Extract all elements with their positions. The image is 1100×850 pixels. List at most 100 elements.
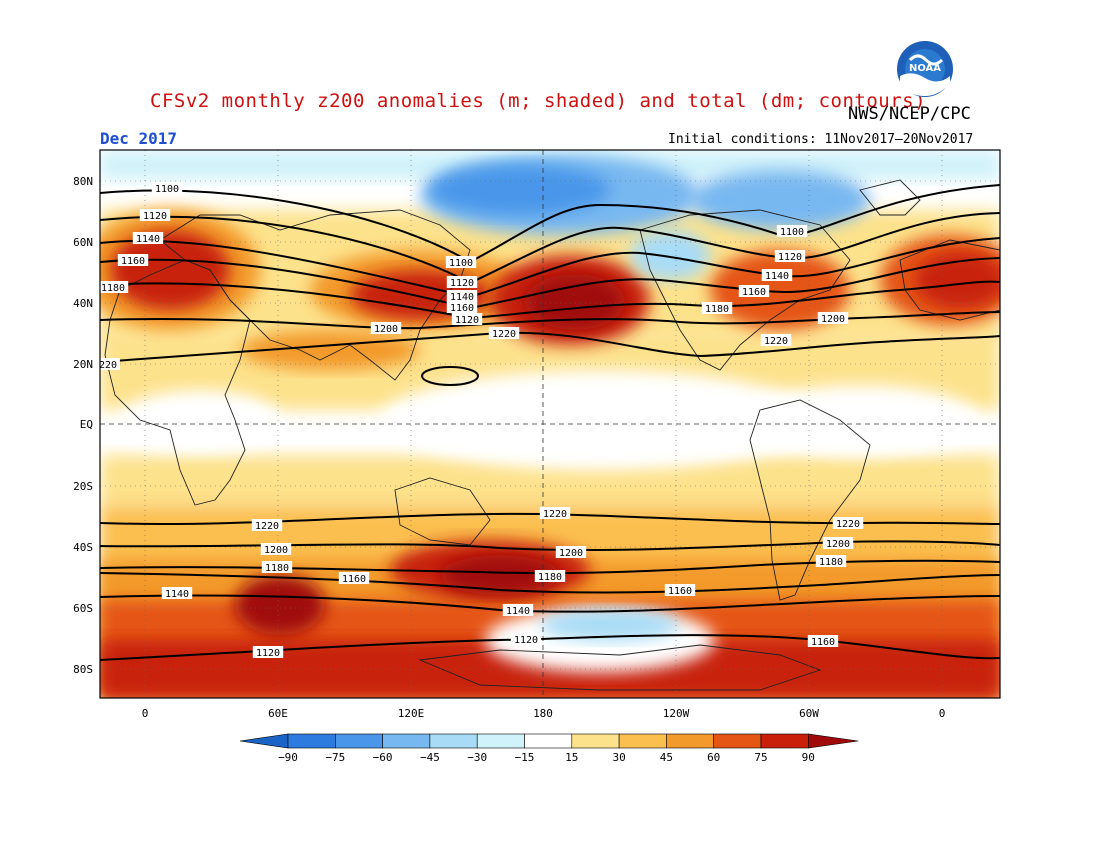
colorbar-segment: [334, 733, 383, 749]
lat-label: 60N: [73, 236, 93, 249]
colorbar-tick-label: 90: [802, 751, 815, 764]
contour-label-bg: [451, 313, 483, 325]
contour-label-bg: [807, 635, 839, 647]
contour-1220-north: [100, 331, 1000, 363]
colorbar-segment: [571, 733, 620, 749]
contour-1140-south: [100, 594, 1000, 613]
contour-label: 1160: [342, 574, 366, 585]
contour-labels: 1100112011401160118022011001120114011601…: [96, 182, 864, 659]
contour-label-bg: [446, 290, 478, 302]
lon-label: 120W: [663, 707, 690, 720]
contour-label-bg: [776, 225, 808, 237]
latitude-labels: 80N 60N 40N 20N EQ 20S 40S 60S 80S: [73, 175, 93, 676]
contour-1220-closed: [421, 366, 479, 386]
colorbar-arrow-low: [239, 733, 289, 749]
contour-label-bg: [151, 182, 183, 194]
contour-1140-north: [100, 237, 1000, 299]
contour-label: 220: [99, 360, 117, 371]
contour-label: 1200: [559, 548, 583, 559]
contour-label: 1140: [165, 589, 189, 600]
contour-label-bg: [97, 281, 129, 293]
colorbar-tick-label: 45: [660, 751, 673, 764]
noaa-logo-text: NOAA: [909, 63, 941, 74]
lat-label: 40S: [73, 541, 93, 554]
contour-label: 1180: [819, 557, 843, 568]
noaa-logo: NOAA: [897, 41, 953, 97]
contour-label-bg: [161, 587, 193, 599]
lat-label: 40N: [73, 297, 93, 310]
contour-label: 1160: [450, 303, 474, 314]
colorbar-tick-label: −45: [420, 751, 440, 764]
lon-label: 60E: [268, 707, 288, 720]
credit-text: NWS/NCEP/CPC: [848, 104, 971, 124]
colorbar-segment: [524, 733, 573, 749]
contour-label-bg: [539, 507, 571, 519]
contour-label: 1160: [742, 287, 766, 298]
contour-label: 1140: [450, 292, 474, 303]
contour-label-bg: [832, 517, 864, 529]
colorbar-tick-label: 30: [612, 751, 625, 764]
contour-label-bg: [251, 519, 283, 531]
lon-label: 60W: [799, 707, 819, 720]
contour-label: 1200: [264, 545, 288, 556]
colorbar-segment: [287, 733, 336, 749]
contour-label-bg: [701, 302, 733, 314]
contour-label-bg: [555, 546, 587, 558]
lat-label: 60S: [73, 602, 93, 615]
colorbar-tick-label: −60: [373, 751, 393, 764]
valid-month: Dec 2017: [100, 129, 178, 148]
colorbar: −90 −75 −60 −45 −30 −15 15 30 45 60 75 90: [239, 733, 859, 764]
contour-1180-north: [100, 280, 1000, 320]
contour-label: 1140: [765, 271, 789, 282]
longitude-labels: 0 60E 120E 180 120W 60W 0: [142, 707, 946, 720]
contour-label: 1220: [836, 519, 860, 530]
contour-label: 1100: [449, 258, 473, 269]
contour-1120-south: [100, 634, 1000, 661]
contour-label: 1160: [811, 637, 835, 648]
lon-label: 120E: [398, 707, 425, 720]
contour-1200-north: [100, 311, 1000, 330]
initial-conditions: Initial conditions: 11Nov2017–20Nov2017: [668, 132, 974, 147]
map-frame: [99, 149, 1001, 699]
lon-label: 0: [939, 707, 946, 720]
lat-label: 80S: [73, 663, 93, 676]
lon-label: 180: [533, 707, 553, 720]
contour-label-bg: [502, 604, 534, 616]
contour-label: 1200: [374, 324, 398, 335]
contour-label-bg: [446, 276, 478, 288]
contour-label-bg: [738, 285, 770, 297]
contour-label-bg: [534, 570, 566, 582]
colorbar-tick-label: −15: [515, 751, 535, 764]
contour-label-bg: [488, 327, 520, 339]
colorbar-segment: [666, 733, 715, 749]
colorbar-tick-label: 60: [707, 751, 720, 764]
map-title: CFSv2 monthly z200 anomalies (m; shaded)…: [150, 90, 927, 112]
contour-label: 1160: [121, 256, 145, 267]
colorbar-segment: [429, 733, 478, 749]
contour-label-bg: [774, 250, 806, 262]
contour-label: 1180: [265, 563, 289, 574]
contour-label: 1200: [821, 314, 845, 325]
contour-label-bg: [760, 334, 792, 346]
contour-1160-south: [100, 572, 1000, 594]
contour-label-bg: [445, 256, 477, 268]
contour-label: 1180: [538, 572, 562, 583]
colorbar-tick-label: −30: [467, 751, 487, 764]
coastlines: [104, 179, 1000, 691]
colorbar-tick-label: 75: [754, 751, 767, 764]
colorbar-arrow-high: [807, 733, 859, 749]
contour-label: 1180: [101, 283, 125, 294]
contour-label: 1120: [778, 252, 802, 263]
lat-label: 20S: [73, 480, 93, 493]
contour-label: 1220: [764, 336, 788, 347]
contour-label-bg: [761, 269, 793, 281]
contour-label: 1200: [826, 539, 850, 550]
contour-label-bg: [664, 584, 696, 596]
contour-label: 1120: [514, 635, 538, 646]
lat-label: 80N: [73, 175, 93, 188]
contour-label: 1220: [255, 521, 279, 532]
dotted-grid: [100, 150, 1000, 698]
contour-1160-north: [100, 257, 1000, 310]
contour-label: 1160: [668, 586, 692, 597]
